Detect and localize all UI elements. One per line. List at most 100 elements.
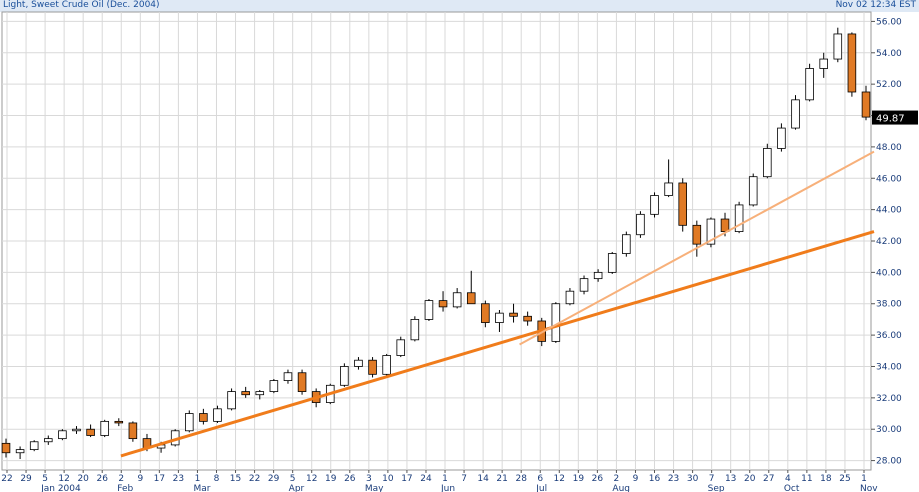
candle-body	[15, 449, 25, 454]
candle-body	[819, 58, 828, 69]
last-price-box	[872, 110, 918, 125]
trendlines-group	[120, 150, 875, 458]
x-day-label: 20	[77, 474, 89, 484]
candle-body	[579, 278, 589, 292]
candle-body	[382, 355, 391, 375]
x-day-label: 12	[554, 474, 565, 484]
candle-body	[622, 234, 631, 254]
candle-body	[44, 438, 53, 443]
y-tick-label: 38.00	[876, 300, 902, 310]
x-day-label: 16	[649, 474, 661, 484]
y-tick-label: 44.00	[876, 206, 902, 216]
x-day-label: 13	[725, 474, 736, 484]
candle-body	[734, 204, 744, 232]
chart-title: Light, Sweet Crude Oil (Dec. 2004)	[3, 0, 160, 10]
candle-body	[100, 420, 109, 436]
y-tick-label: 42.00	[876, 237, 902, 247]
x-day-label: 30	[687, 474, 699, 484]
trendline	[519, 150, 875, 346]
candle-body	[481, 303, 490, 323]
x-day-label: 5	[42, 474, 48, 484]
x-month-label: Aug	[612, 484, 630, 492]
candle-body	[748, 176, 758, 206]
y-tick-label: 36.00	[876, 331, 902, 341]
candle-body	[72, 428, 81, 432]
candle-body	[664, 182, 673, 196]
x-day-label: 21	[496, 474, 507, 484]
x-day-label: 9	[137, 474, 143, 484]
candle-body	[269, 380, 279, 392]
y-tick-label: 30.00	[876, 425, 902, 435]
x-day-label: 23	[668, 474, 679, 484]
x-day-label: 26	[344, 474, 356, 484]
x-day-label: 7	[709, 474, 715, 484]
x-month-label: Sep	[708, 484, 725, 492]
x-day-label: 1	[442, 474, 448, 484]
x-day-label: 22	[1, 474, 12, 484]
x-day-label: 7	[461, 474, 467, 484]
y-tick-label: 34.00	[876, 362, 902, 372]
grid-lines	[1, 11, 872, 471]
candle-body	[565, 290, 575, 305]
candle-body	[509, 312, 518, 317]
candle-body	[692, 224, 702, 245]
x-day-label: 29	[268, 474, 280, 484]
x-day-label: 26	[96, 474, 108, 484]
x-day-label: 6	[537, 474, 543, 484]
last-price-marker: 49.87	[872, 110, 918, 125]
candle-body	[833, 33, 843, 60]
candle-body	[241, 391, 250, 396]
candle-body	[706, 218, 716, 245]
candle-body	[297, 372, 307, 392]
candle-body	[452, 292, 462, 308]
x-day-label: 26	[592, 474, 604, 484]
x-month-label: Nov	[860, 484, 878, 492]
candle-body	[185, 413, 194, 432]
candle-body	[791, 99, 800, 129]
candle-body	[607, 253, 617, 273]
x-month-label: May	[365, 484, 384, 492]
x-day-label: 15	[230, 474, 241, 484]
candle-body	[650, 195, 659, 215]
x-day-label: 10	[382, 474, 394, 484]
candle-body	[424, 300, 434, 320]
candle-body	[255, 391, 265, 396]
candle-body	[58, 430, 67, 440]
candle-body	[368, 359, 377, 375]
x-day-label: 2	[118, 474, 124, 484]
x-day-label: 28	[515, 474, 527, 484]
x-day-label: 29	[20, 474, 32, 484]
x-month-label: Jan 2004	[40, 484, 81, 492]
x-day-label: 4	[785, 474, 791, 484]
x-day-label: 25	[839, 474, 850, 484]
candle-body	[410, 319, 420, 341]
y-tick-label: 28.00	[876, 457, 902, 467]
x-day-label: 19	[573, 474, 585, 484]
trendline	[120, 230, 875, 458]
candle-body	[777, 127, 786, 149]
x-month-label: Jun	[440, 484, 455, 492]
x-month-label: Mar	[193, 484, 210, 492]
candle-body	[396, 339, 406, 356]
timestamp: Nov 02 12:34 EST	[835, 0, 916, 10]
x-day-label: 14	[477, 474, 489, 484]
candle-body	[763, 148, 772, 178]
candle-body	[29, 441, 39, 451]
x-day-label: 1	[861, 474, 867, 484]
candle-body	[199, 413, 208, 422]
x-day-label: 23	[173, 474, 184, 484]
candle-body	[438, 300, 448, 308]
candle-body	[495, 312, 504, 323]
candle-body	[861, 91, 871, 118]
x-day-label: 9	[633, 474, 639, 484]
x-month-label: Apr	[289, 484, 305, 492]
x-day-label: 1	[195, 474, 201, 484]
x-day-label: 24	[420, 474, 432, 484]
y-tick-label: 56.00	[876, 17, 902, 27]
x-day-label: 12	[58, 474, 69, 484]
x-month-label: Feb	[117, 484, 133, 492]
candle-body	[86, 428, 95, 436]
x-day-label: 17	[401, 474, 412, 484]
candle-body	[636, 213, 645, 236]
